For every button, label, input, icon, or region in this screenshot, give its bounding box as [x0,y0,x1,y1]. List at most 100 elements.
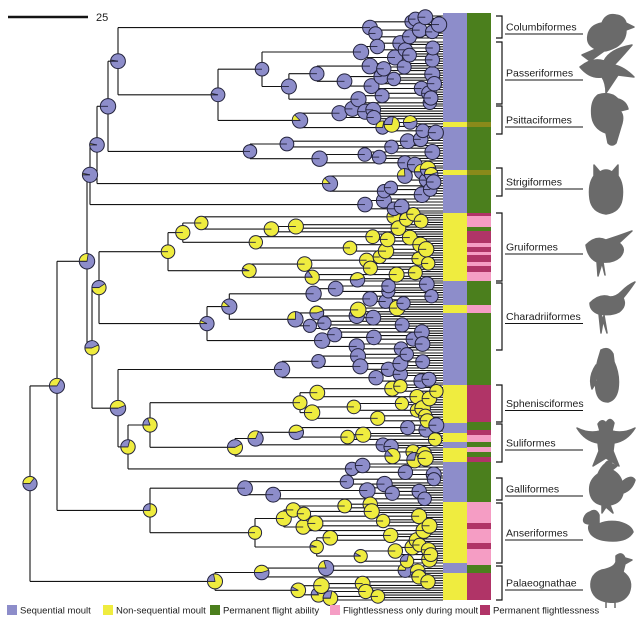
pie-node [339,474,355,489]
legend-label: Permanent flight ability [223,606,319,617]
pie-node [365,309,382,326]
legend-swatch-maroon [480,605,490,615]
pie-node [221,298,238,315]
pie-node [355,426,372,443]
pie-node [331,105,348,122]
pie-node [425,40,441,56]
clade-label: Strigiformes [506,177,562,189]
pie-node [415,123,431,139]
flight-strip-segment [467,435,491,442]
legend-item: Flightlessness only during moult [330,605,479,617]
flight-strip-segment [467,462,491,502]
pie-node [305,285,322,302]
pie-node [375,513,391,529]
pie-node [421,256,436,271]
pie-node [420,574,436,590]
pie-node [399,554,415,569]
pie-node [302,318,317,333]
clade-bracket [496,423,503,463]
pie-node [175,225,191,241]
flight-strip-segment [467,385,491,422]
cormorant-silhouette-path [576,418,636,467]
legend-item: Permanent flight ability [210,605,319,617]
pie-node [359,482,376,499]
pie-node [349,301,367,319]
pie-node [336,73,353,90]
moult-strip-segment [443,305,467,313]
flight-strip-segment [467,281,491,305]
pie-node [314,332,331,349]
pie-node [287,218,304,235]
pie-node [322,590,339,607]
pie-node [402,115,418,130]
pie-node [384,448,401,465]
pie-node [363,503,380,520]
pie-node [342,240,358,256]
pie-node [210,87,226,103]
legend-swatch-pink [330,605,340,615]
flight-strip-segment [467,243,491,247]
flight-strip-segment [467,529,491,543]
pie-node [309,305,325,321]
pie-node [265,486,282,503]
pie-node [247,525,263,540]
pie-node-wedge [207,573,216,582]
pie-node [399,347,414,362]
flight-strip-segment [467,175,491,213]
clade-bracket [496,15,503,39]
pie-node [371,149,387,165]
legend-label: Non-sequential moult [116,606,206,617]
pie-node [142,417,158,433]
pie-node [160,244,176,259]
pie-node [427,432,443,447]
pie-node [349,272,366,288]
scale-bar-label: 25 [96,12,108,24]
pie-node [423,90,439,106]
pie-node-wedge [396,168,406,177]
pie-node [368,370,384,386]
pie-node [424,52,440,68]
moult-strip-segment [443,462,467,502]
legend-item: Permanent flightlessness [480,605,599,617]
pie-node [362,260,378,276]
pie-node [253,564,270,581]
moult-strip-segment [443,423,467,433]
pie-node [430,16,448,33]
clade-label: Palaeognathae [506,578,577,590]
flight-strip-segment [467,272,491,281]
flight-strip-segment [467,543,491,549]
pie-node [427,124,444,141]
moult-strip-segment [443,502,467,563]
rooster-silhouette-path [588,460,636,514]
moult-strip-segment [443,385,467,423]
pie-node [426,76,442,92]
moult-strip-segment [443,442,467,448]
pie-node [354,457,371,474]
moult-strip-segment [443,13,467,122]
pie-node-wedge [383,116,394,125]
pie-node [394,396,409,411]
owl-silhouette-icon [588,164,624,215]
rail-silhouette-path [585,230,633,277]
flight-strip-segment [467,216,491,227]
parrot-silhouette-icon [590,92,629,146]
pie-node [396,168,413,184]
clade-bracket [496,384,503,423]
pie-node [227,439,243,456]
pie-node [309,539,324,555]
clade-bracket [496,502,503,564]
clade-label: Psittaciformes [506,115,572,127]
pie-node [369,38,386,55]
clade-label: Columbiformes [506,22,577,34]
pie-node-wedge [109,400,126,409]
pie-node-wedge [375,120,385,128]
pie-node [418,276,435,293]
cormorant-silhouette-icon [576,418,636,467]
moult-strip-segment [443,122,467,127]
clade-label: Sphenisciformes [506,398,584,410]
pie-node [91,280,107,296]
pie-node [291,112,309,129]
pie-node [237,480,253,497]
clade-brackets-layer: Columbiformes Passeriformes Psittaciformes… [496,15,584,601]
